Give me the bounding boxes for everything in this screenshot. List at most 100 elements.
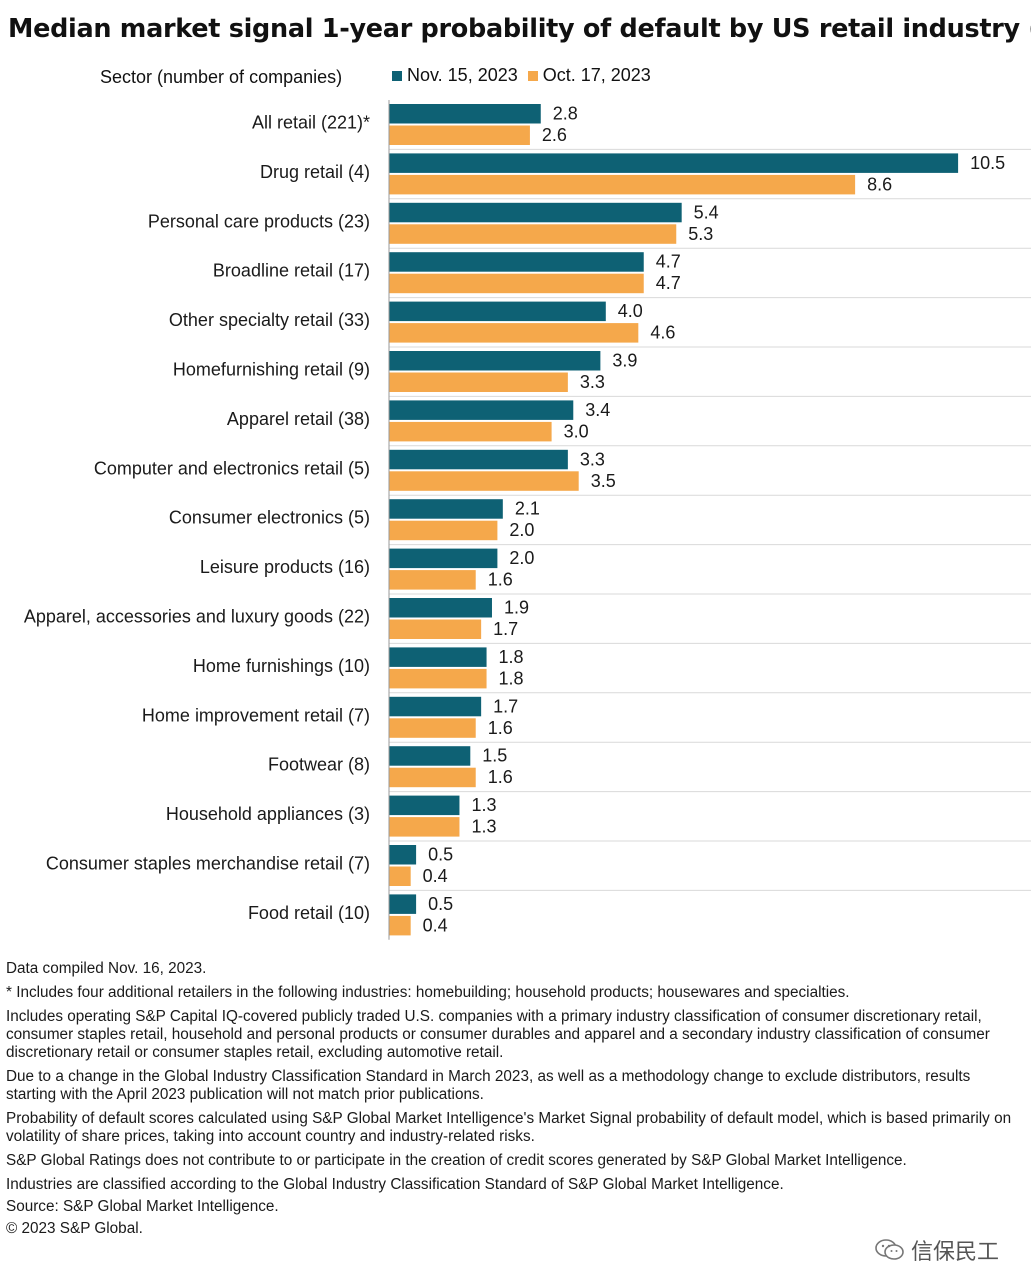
category-label: Home furnishings (10) [193, 656, 370, 676]
data-label-nov: 1.8 [499, 647, 524, 667]
category-label: Homefurnishing retail (9) [173, 360, 370, 380]
data-label-nov: 4.7 [656, 252, 681, 272]
bar-oct [389, 619, 482, 639]
data-label-nov: 2.8 [553, 104, 578, 124]
bar-oct [389, 471, 579, 491]
category-label: Consumer electronics (5) [169, 508, 370, 528]
data-label-oct: 2.6 [542, 125, 567, 145]
category-label: Personal care products (23) [148, 211, 370, 231]
bar-nov [389, 202, 682, 223]
bar-nov [389, 153, 959, 173]
data-label-nov: 1.5 [482, 746, 507, 766]
footnote-copyright: © 2023 S&P Global. [6, 1220, 143, 1237]
footnote-ratings: S&P Global Ratings does not contribute t… [6, 1152, 907, 1169]
data-label-nov: 2.1 [515, 499, 540, 519]
bar-nov [389, 795, 460, 816]
footnote-source: Source: S&P Global Market Intelligence. [6, 1198, 279, 1215]
watermark: 信保民工 [875, 1234, 999, 1266]
bar-nov [389, 351, 601, 371]
bar-oct [389, 817, 460, 837]
footnote-data-compiled: Data compiled Nov. 16, 2023. [6, 960, 207, 977]
bar-oct [389, 421, 552, 442]
bar-nov [389, 548, 498, 569]
legend-swatch-oct [527, 70, 538, 81]
data-label-oct: 1.3 [471, 817, 496, 837]
bar-oct [389, 718, 476, 738]
data-label-oct: 0.4 [423, 866, 448, 886]
bar-oct [389, 668, 487, 689]
data-label-nov: 5.4 [694, 202, 719, 222]
bar-oct [389, 224, 677, 244]
chart-title: Median market signal 1-year probability … [8, 14, 1031, 44]
data-label-oct: 1.6 [488, 718, 513, 738]
bar-nov [389, 400, 574, 420]
data-label-oct: 1.8 [499, 668, 524, 688]
data-label-nov: 10.5 [970, 153, 1005, 173]
bar-oct [389, 372, 568, 392]
bar-oct [389, 570, 476, 590]
bar-nov [389, 301, 606, 322]
data-label-oct: 1.6 [488, 767, 513, 787]
footnote-gics-change: Due to a change in the Global Industry C… [6, 1068, 971, 1103]
data-label-oct: 2.0 [509, 520, 534, 540]
category-label: Apparel, accessories and luxury goods (2… [24, 607, 370, 627]
category-label: Footwear (8) [268, 755, 370, 775]
category-label: Household appliances (3) [166, 804, 370, 824]
bar-nov [389, 499, 503, 519]
footnote-includes: Includes operating S&P Capital IQ-covere… [6, 1008, 990, 1061]
footnote-classification: Industries are classified according to t… [6, 1176, 784, 1193]
legend-swatch-nov [392, 70, 402, 81]
bar-nov [389, 104, 541, 124]
data-label-oct: 1.6 [488, 570, 513, 590]
footnotes: Data compiled Nov. 16, 2023. * Includes … [6, 960, 1024, 1238]
category-label: Broadline retail (17) [213, 261, 370, 281]
footnote-asterisk: * Includes four additional retailers in … [6, 984, 850, 1001]
legend-item-nov: Nov. 15, 2023 [392, 65, 518, 86]
legend-label-nov: Nov. 15, 2023 [407, 65, 518, 85]
bar-oct [389, 866, 411, 886]
data-label-oct: 3.3 [580, 372, 605, 392]
category-label: Other specialty retail (33) [169, 310, 370, 330]
bar-nov [389, 746, 471, 766]
data-label-nov: 4.0 [618, 301, 643, 321]
data-label-nov: 3.9 [612, 351, 637, 371]
bar-nov [389, 894, 417, 914]
legend-item-oct: Oct. 17, 2023 [527, 65, 651, 86]
data-label-oct: 5.3 [688, 224, 713, 244]
bar-oct [389, 174, 856, 195]
bar-oct [389, 915, 411, 936]
data-label-nov: 0.5 [428, 894, 453, 914]
category-label: Food retail (10) [248, 903, 370, 923]
data-label-oct: 1.7 [493, 619, 518, 639]
bar-oct [389, 273, 644, 294]
bar-oct [389, 125, 530, 145]
legend: Nov. 15, 2023 Oct. 17, 2023 [392, 65, 661, 86]
bar-nov [389, 449, 568, 470]
bar-chart: All retail (221)* 2.82.6 Drug retail (4) 10… [24, 100, 1031, 940]
category-label: Drug retail (4) [260, 162, 370, 182]
bar-nov [389, 845, 417, 865]
data-label-oct: 3.0 [564, 421, 589, 441]
category-label: Consumer staples merchandise retail (7) [46, 854, 370, 874]
data-label-oct: 8.6 [867, 174, 892, 194]
bar-nov [389, 252, 644, 272]
category-label: Apparel retail (38) [227, 409, 370, 429]
bar-oct [389, 520, 498, 541]
data-label-oct: 4.6 [650, 323, 675, 343]
bar-oct [389, 767, 476, 788]
data-label-nov: 2.0 [509, 548, 534, 568]
data-label-nov: 3.4 [585, 400, 610, 420]
watermark-text: 信保民工 [910, 1240, 999, 1265]
sector-axis-header: Sector (number of companies) [100, 67, 343, 87]
bar-oct [389, 323, 639, 343]
data-label-nov: 1.7 [493, 696, 518, 716]
category-label: Home improvement retail (7) [142, 705, 370, 725]
category-label: Leisure products (16) [200, 557, 370, 577]
wechat-icon [875, 1239, 904, 1260]
data-label-nov: 0.5 [428, 845, 453, 865]
data-label-nov: 3.3 [580, 449, 605, 469]
category-label: Computer and electronics retail (5) [94, 458, 370, 478]
footnote-methodology: Probability of default scores calculated… [6, 1110, 1012, 1145]
legend-label-oct: Oct. 17, 2023 [542, 65, 651, 85]
data-label-oct: 3.5 [591, 471, 616, 491]
